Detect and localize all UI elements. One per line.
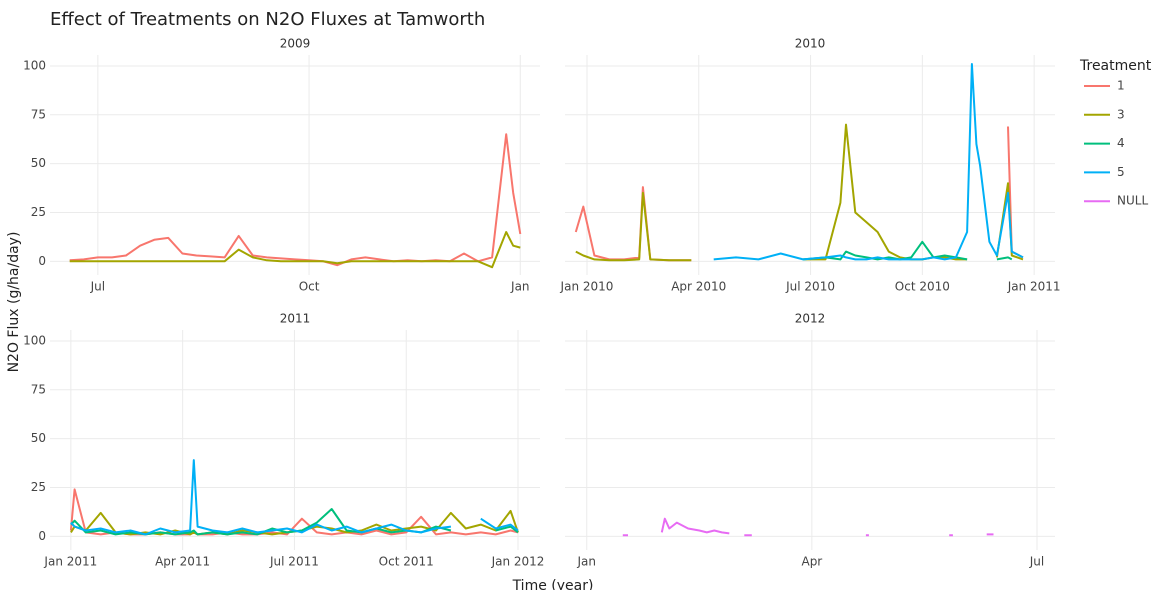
series-line (69, 231, 521, 269)
series-line (575, 123, 1024, 262)
y-tick-label: 75 (31, 382, 46, 396)
y-tick-label: 0 (38, 529, 46, 543)
x-tick-label: Jan (510, 280, 530, 294)
y-tick-label: 50 (31, 156, 46, 170)
x-tick-label: Jul (1029, 555, 1044, 569)
x-tick-label: Jan 2010 (560, 280, 614, 294)
series-line (70, 459, 519, 536)
x-tick-label: Apr 2010 (671, 280, 726, 294)
x-tick-label: Oct 2011 (379, 555, 434, 569)
legend-label: 4 (1117, 136, 1125, 150)
x-axis-label: Time (year) (512, 578, 594, 590)
x-tick-label: Jan 2012 (491, 555, 545, 569)
chart-title: Effect of Treatments on N2O Fluxes at Ta… (50, 9, 485, 30)
legend-label: 1 (1117, 79, 1125, 93)
legend-label: 5 (1117, 165, 1125, 179)
y-tick-label: 25 (31, 205, 46, 219)
facet-title: 2009 (280, 37, 311, 51)
x-tick-label: Oct 2010 (895, 280, 950, 294)
y-tick-label: 100 (23, 58, 46, 72)
facet-title: 2010 (795, 37, 826, 51)
y-axis-label: N2O Flux (g/ha/day) (6, 232, 22, 373)
x-tick-label: Jan (577, 555, 597, 569)
x-tick-label: Jan 2011 (1007, 280, 1061, 294)
legend-label: 3 (1117, 107, 1125, 121)
x-tick-label: Jul 2010 (785, 280, 835, 294)
series-line (69, 133, 522, 267)
series-line (622, 517, 994, 537)
series-line (70, 508, 519, 536)
x-tick-label: Oct (299, 280, 320, 294)
x-tick-label: Apr (801, 555, 822, 569)
y-tick-label: 75 (31, 107, 46, 121)
legend-title: Treatment (1079, 58, 1152, 74)
x-tick-label: Jan 2011 (43, 555, 97, 569)
y-tick-label: 100 (23, 333, 46, 347)
y-tick-label: 50 (31, 431, 46, 445)
facet-title: 2011 (280, 312, 311, 326)
legend-label: NULL (1117, 194, 1148, 208)
x-tick-label: Apr 2011 (155, 555, 210, 569)
x-tick-label: Jul 2011 (269, 555, 319, 569)
x-tick-label: Jul (90, 280, 105, 294)
y-tick-label: 25 (31, 480, 46, 494)
series-line (713, 63, 1024, 261)
facet-title: 2012 (795, 312, 826, 326)
y-tick-label: 0 (38, 254, 46, 268)
